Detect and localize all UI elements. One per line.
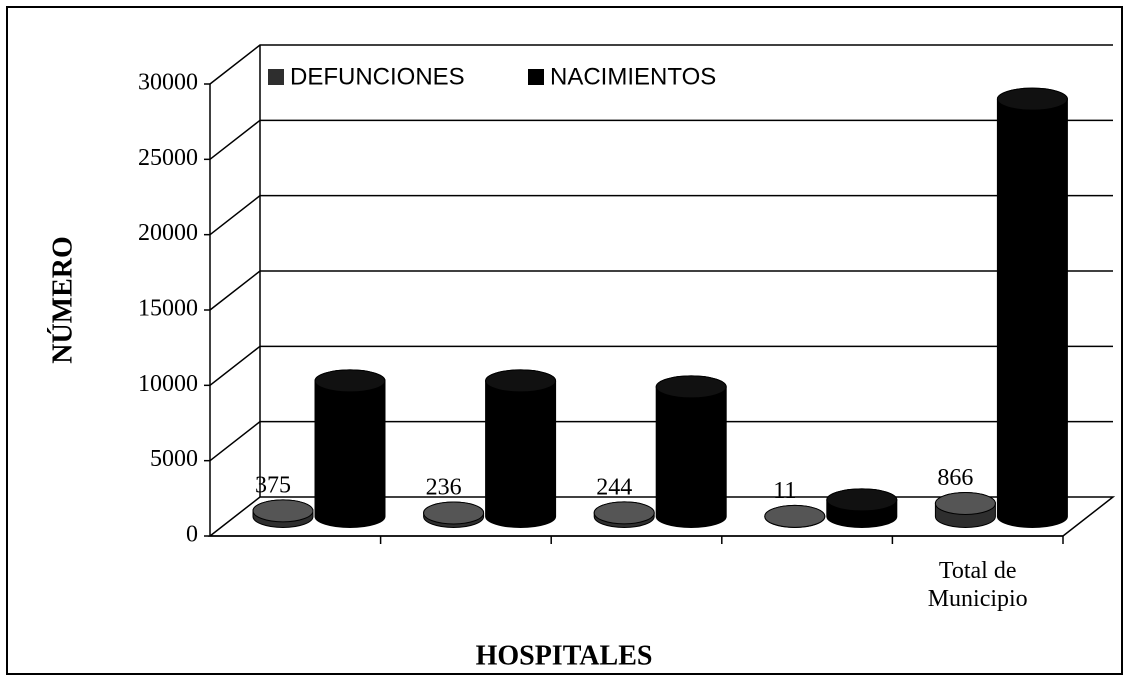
bar-top — [655, 375, 727, 399]
frame — [6, 6, 1123, 675]
y-tick-label: 30000 — [138, 70, 198, 96]
bar-top — [934, 491, 996, 515]
grid-line — [209, 119, 1113, 160]
bar — [485, 369, 557, 528]
bar — [314, 369, 386, 528]
grid-line — [209, 420, 1113, 462]
y-tick-label: 0 — [186, 522, 198, 548]
bar — [655, 375, 727, 528]
bar-top — [423, 501, 485, 525]
data-label: 375 — [255, 472, 291, 498]
grid-line — [209, 44, 1113, 85]
y-tick-label: 20000 — [138, 220, 198, 246]
legend-swatch — [268, 69, 284, 85]
bar-top — [996, 87, 1068, 111]
bar-top — [764, 504, 826, 528]
legend-swatch — [528, 69, 544, 85]
legend-label: NACIMIENTOS — [550, 63, 716, 90]
data-label: 866 — [937, 465, 973, 491]
grid-line — [209, 270, 1113, 311]
y-tick-label: 15000 — [138, 296, 198, 322]
bar-top — [826, 488, 898, 512]
bar — [996, 87, 1068, 528]
bar-top — [314, 369, 386, 393]
bar-top — [593, 501, 655, 525]
bar-top — [485, 369, 557, 393]
x-axis-title: HOSPITALES — [476, 640, 653, 671]
grid-line — [209, 345, 1113, 386]
grid-line — [209, 194, 1113, 236]
data-label: 236 — [426, 474, 462, 500]
bar-top — [252, 499, 314, 523]
y-tick-label: 5000 — [150, 446, 198, 472]
y-tick-label: 10000 — [138, 371, 198, 397]
data-label: 244 — [596, 474, 632, 500]
y-tick-label: 25000 — [138, 145, 198, 171]
legend-label: DEFUNCIONES — [290, 63, 465, 90]
y-axis-title: NÚMERO — [47, 236, 78, 364]
data-label: 11 — [773, 478, 796, 504]
x-tick-label: Total de Municipio — [928, 558, 1028, 612]
